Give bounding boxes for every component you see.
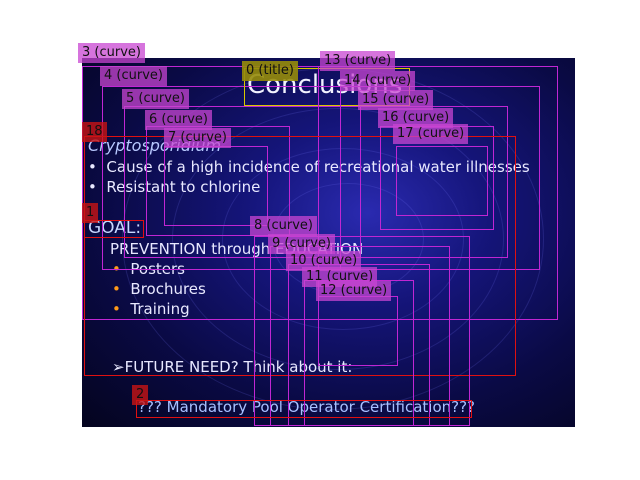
annotation-label: 9 (curve) <box>268 234 335 254</box>
annotation-box-1 <box>84 220 144 238</box>
annotation-box-2 <box>136 400 472 418</box>
arrow-icon: ➢ <box>112 358 125 376</box>
future-line: ➢FUTURE NEED? Think about it: <box>112 358 352 376</box>
annotation-label: 8 (curve) <box>250 216 317 236</box>
annotation-label: 7 (curve) <box>164 128 231 148</box>
annotation-label: 13 (curve) <box>320 51 396 71</box>
annotation-label: 3 (curve) <box>78 43 145 63</box>
bullet-item: • Resistant to chlorine <box>88 178 260 196</box>
goal-label: GOAL: <box>88 218 142 238</box>
annotation-box-6 <box>146 126 290 236</box>
future-line-text: FUTURE NEED? Think about it: <box>124 358 353 376</box>
annotation-box-17 <box>396 146 488 216</box>
annotation-label: 17 (curve) <box>393 124 469 144</box>
annotation-box-18 <box>84 136 516 376</box>
bullet-dot: • <box>88 158 97 176</box>
annotation-label: 4 (curve) <box>100 66 167 86</box>
annotation-box-12 <box>318 296 398 366</box>
annotation-label: 15 (curve) <box>358 90 434 110</box>
bullet-dot: • <box>112 280 121 298</box>
annotation-label: 6 (curve) <box>145 110 212 130</box>
prevention-item: • Brochures <box>112 280 206 298</box>
annotation-label: 16 (curve) <box>378 108 454 128</box>
prevention-item-text: Brochures <box>130 280 206 298</box>
annotation-box-15 <box>360 106 508 258</box>
annotation-label: 14 (curve) <box>340 71 416 91</box>
certification-line: ??? Mandatory Pool Operator Certificatio… <box>138 398 476 416</box>
annotation-label: 5 (curve) <box>122 89 189 109</box>
annotation-label: 1 <box>82 203 99 223</box>
swirl-decoration <box>222 148 464 330</box>
annotation-box-14 <box>340 86 540 270</box>
bullet-text: Resistant to chlorine <box>106 178 261 196</box>
annotation-label: 18 <box>82 122 107 142</box>
prevention-item: • Training <box>112 300 190 318</box>
swirl-decoration <box>172 108 504 370</box>
bullet-dot: • <box>88 178 97 196</box>
annotation-label: 10 (curve) <box>286 251 362 271</box>
annotation-label: 12 (curve) <box>316 281 392 301</box>
annotation-box-13 <box>318 66 558 320</box>
bullet-dot: • <box>112 300 121 318</box>
prevention-item-text: Training <box>130 300 190 318</box>
annotation-label: 0 (title) <box>242 61 298 81</box>
annotation-label: 2 <box>132 385 149 405</box>
